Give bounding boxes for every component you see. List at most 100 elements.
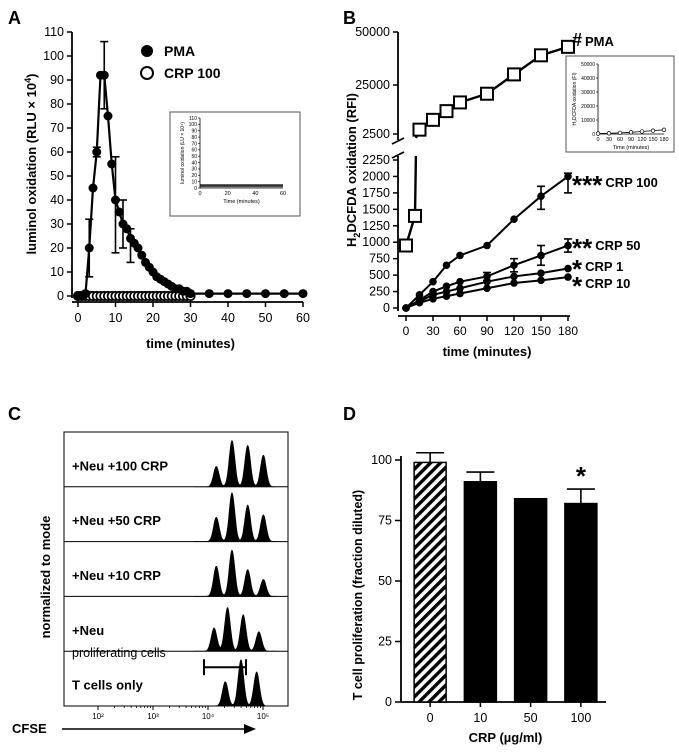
y-axis-title: T cell proliferation (fraction diluted) [351, 490, 365, 700]
series-point [415, 291, 424, 299]
pma-point [114, 207, 124, 217]
x-tick-label: 40 [221, 311, 235, 325]
y-tick-label: 500 [369, 268, 390, 282]
y-tick-label: 100 [371, 453, 392, 467]
y-tick-label: 75 [378, 514, 392, 528]
panel-label-c: C [8, 404, 21, 424]
bar-100 [564, 502, 598, 703]
pma-point [507, 67, 521, 82]
x-tick-label: 0 [75, 311, 82, 325]
y-tick-label: 60 [50, 145, 64, 159]
inset-y-tick-label: 0 [592, 132, 595, 138]
series-point [429, 277, 437, 286]
inset-y-tick-label: 50 [191, 154, 197, 160]
inset-x-tick-label: 120 [637, 137, 646, 143]
y-tick-label: 25000 [355, 78, 390, 92]
pma-point [122, 224, 132, 234]
panel-label-d: D [343, 404, 356, 424]
y-tick-label: 250 [369, 285, 390, 299]
pma-line-lower [404, 155, 418, 246]
series-point [483, 241, 491, 250]
inset-frame [169, 111, 301, 217]
y-axis-title-sub: 2 [352, 233, 362, 238]
series-label-text: CRP 10 [585, 276, 630, 291]
pma-point [137, 250, 147, 260]
significance-mark: * [572, 271, 583, 301]
panel-b-dcfda-chart: 0250500750100012501500175020002250250025… [344, 25, 675, 359]
lane-label: +Neu +10 CRP [72, 568, 161, 583]
axis-break-mark [391, 151, 405, 159]
inset-point [650, 128, 656, 133]
inset-y-tick-label: 60 [191, 148, 197, 154]
series-label: * CRP 10 [572, 271, 630, 301]
panel-d-proliferation-bars: 0 25 50 75 100 0 10 50 100 * CRP (µg/ml) T cell pro… [351, 451, 606, 745]
inset-point [628, 130, 634, 135]
x-tick-label: 60 [296, 311, 310, 325]
y-tick-label: 2250 [362, 153, 390, 167]
x-tick-label: 30 [184, 311, 198, 325]
inset-x-tick-label: 0 [198, 191, 201, 197]
pma-point [92, 147, 102, 157]
series-point [456, 277, 464, 286]
y-tick-label: 80 [50, 97, 64, 111]
inset-y-tick-label: 80 [191, 135, 197, 141]
pma-point [439, 104, 454, 119]
x-tick-label: 60 [453, 324, 467, 338]
x-tick-label: 10⁵ [257, 712, 269, 721]
series-point [537, 192, 545, 200]
inset-x-title: Time (minutes) [613, 145, 650, 151]
series-label-text: PMA [585, 34, 615, 49]
series-point [442, 292, 451, 300]
inset-point [617, 130, 623, 136]
inset-y-tick-label: 20000 [581, 104, 595, 110]
y-tick-label: 0 [383, 301, 390, 315]
series-point [564, 273, 572, 281]
pma-point [84, 243, 94, 253]
y-axis-title-h: H [344, 238, 359, 247]
inset-y-tick-label: 10 [191, 179, 197, 185]
pma-point [81, 289, 90, 299]
series-point [456, 284, 464, 293]
y-tick-label: 10 [50, 265, 64, 279]
series-point [510, 261, 518, 270]
y-tick-label: 0 [385, 695, 392, 709]
legend-label-pma: PMA [164, 43, 195, 59]
pma-point [279, 289, 289, 299]
inset-x-tick-label: 20 [225, 191, 231, 197]
pma-point [534, 48, 548, 63]
significance-mark: * [576, 461, 587, 491]
cfse-histogram [193, 492, 277, 542]
x-tick-label: 50 [259, 311, 273, 325]
inset-x-tick-label: 40 [252, 191, 258, 197]
cfse-histogram [193, 659, 277, 707]
inset-y-tick-label: 100 [189, 122, 198, 128]
series-point [564, 241, 572, 250]
lane-label: T cells only [72, 678, 144, 693]
legend-marker-crp100 [140, 66, 154, 80]
series-point [510, 279, 518, 287]
x-tick-label: 10³ [147, 712, 159, 721]
series-label-text: CRP 1 [585, 259, 623, 274]
y-axis-title-rest: DCFDA oxidation (RFI) [344, 93, 359, 233]
series-label: # PMA [572, 30, 615, 50]
series-point [483, 277, 491, 286]
series-point [564, 264, 572, 273]
x-tick-label: 10² [92, 712, 104, 721]
series-point [442, 261, 451, 270]
gate-label: proliferating cells [72, 646, 166, 660]
x-tick-label: 10⁴ [202, 712, 215, 721]
x-tick-label: 10 [109, 311, 123, 325]
x-tick-label: 0 [427, 711, 434, 725]
series-point [483, 284, 491, 293]
pma-point [453, 95, 467, 110]
series-point [510, 215, 518, 223]
inset-y-tick-label: 10000 [581, 118, 595, 124]
plot-frame [63, 431, 289, 707]
cfse-histogram [193, 439, 277, 488]
series-point [415, 298, 424, 307]
pma-point [99, 70, 109, 80]
inset-x-tick-label: 60 [280, 191, 286, 197]
x-axis-title: time (minutes) [146, 336, 235, 351]
y-tick-label: 50 [50, 169, 64, 183]
